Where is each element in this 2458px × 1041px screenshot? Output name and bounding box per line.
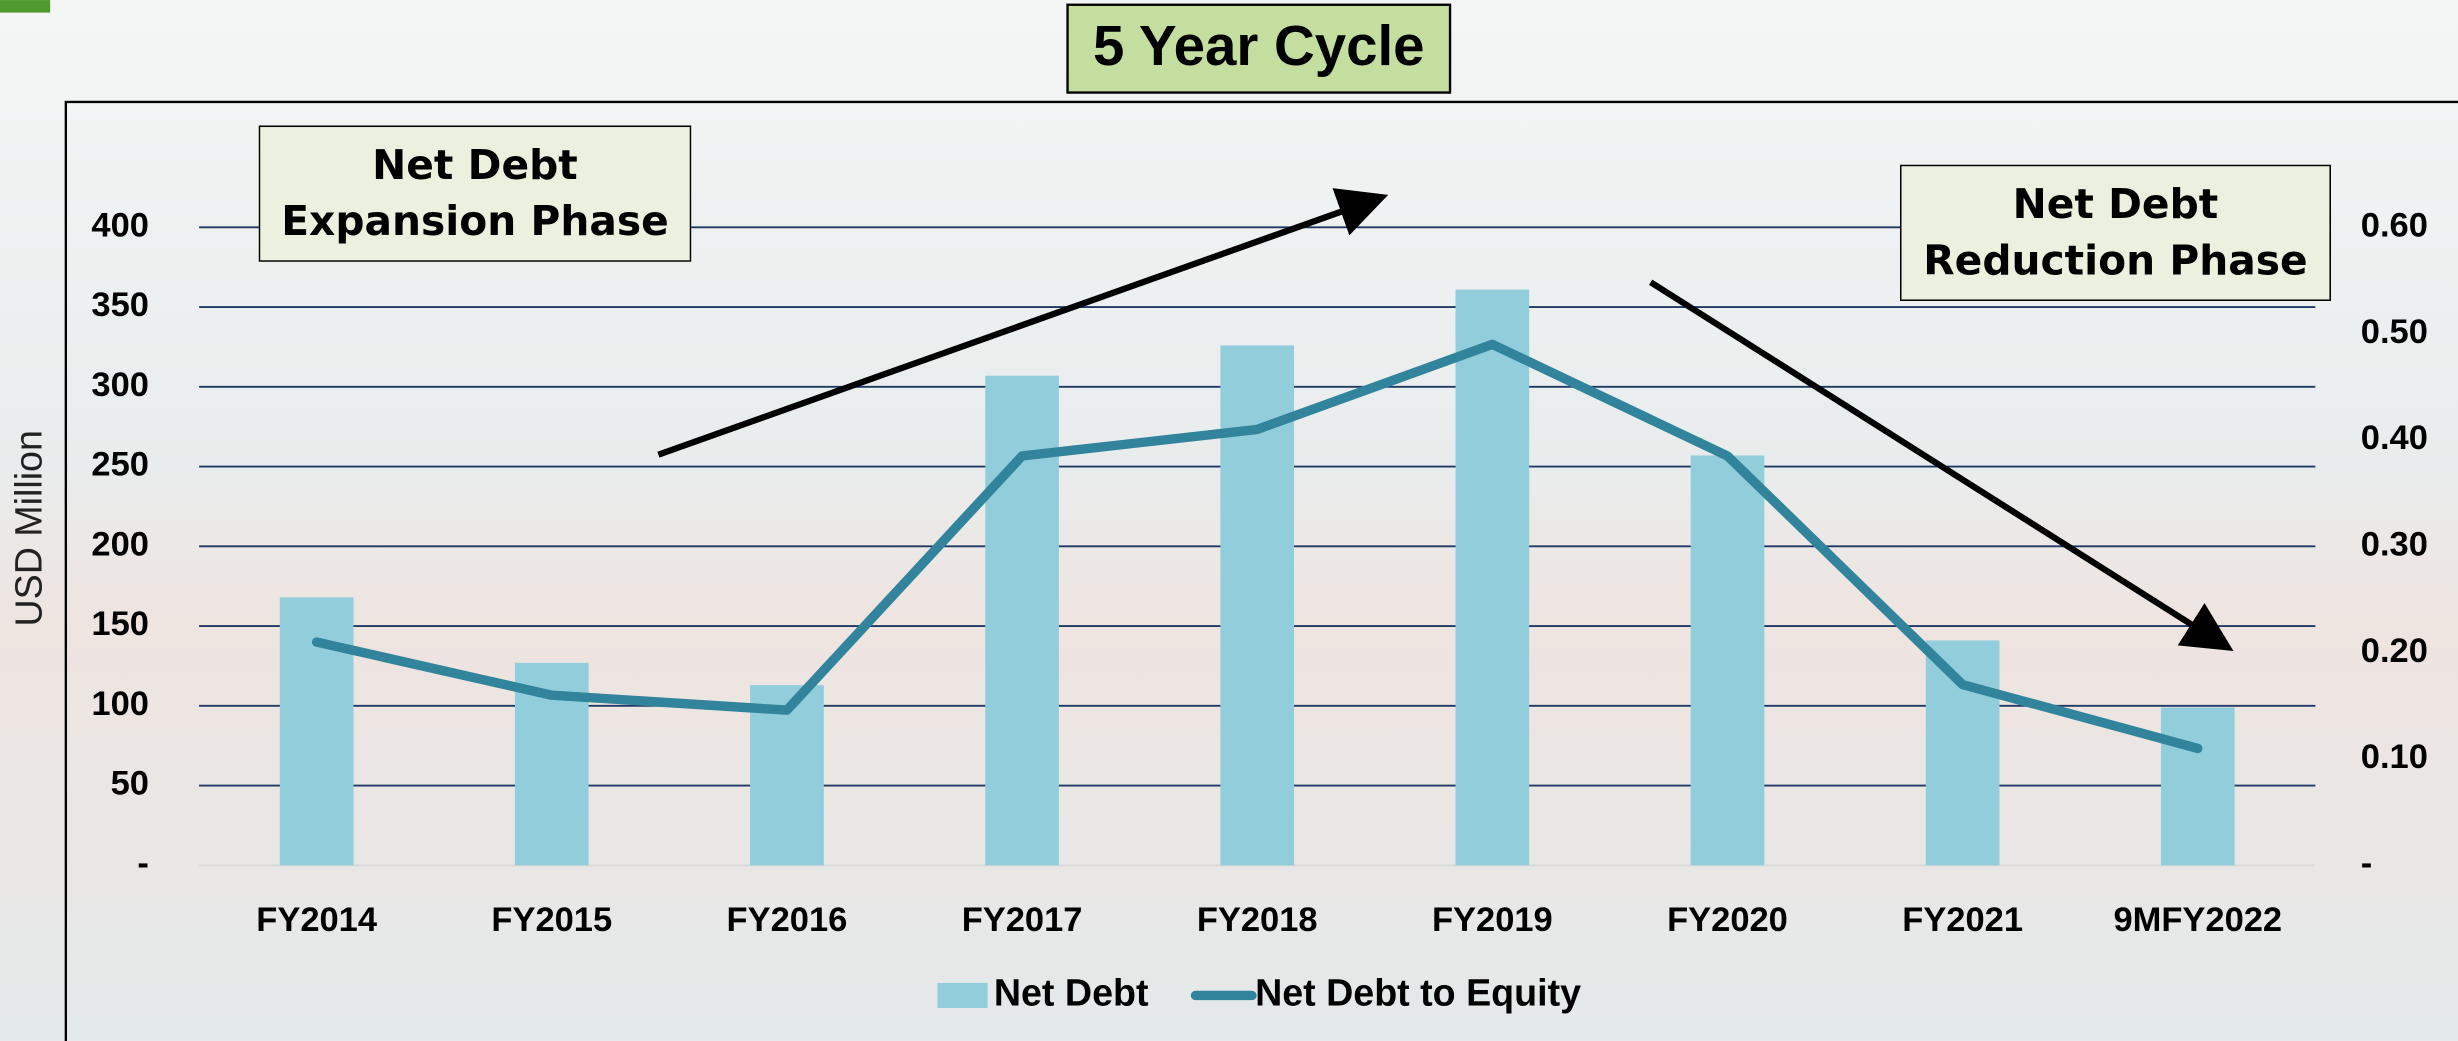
y2-tick-label: 0.50 [2361,313,2428,351]
x-tick-label: FY2015 [491,901,612,939]
x-tick-label: FY2020 [1667,901,1788,939]
y-tick-label: - [137,844,148,882]
page: 5 Year Cycle USD Million - 50 100 150 200 250… [0,0,2458,1041]
annotation: Net Debt Expansion Phase [259,125,692,261]
chart-title: 5 Year Cycle [1093,14,1425,77]
bar [2161,707,2235,865]
y2-tick-label: 0.10 [2361,738,2428,776]
y-tick-label: 250 [91,446,149,484]
chart: 5 Year Cycle USD Million - 50 100 150 200 250… [0,0,2458,1041]
legend-label: Net Debt [994,971,1149,1013]
x-tick-label: FY2016 [727,901,848,939]
y2-tick-label: 0.20 [2361,632,2428,670]
x-tick-label: FY2019 [1432,901,1553,939]
x-tick-label: FY2014 [256,901,377,939]
y-tick-label: 350 [91,286,149,324]
y2-tick-label: 0.60 [2361,206,2428,244]
x-tick-label: FY2017 [962,901,1083,939]
y-axis-title: USD Million [7,430,49,626]
legend: Net Debt Net Debt to Equity [937,971,1581,1013]
annotation-box: Net Debt Expansion Phase [259,125,692,261]
legend-swatch [937,983,987,1008]
corner-marker [0,0,50,13]
y-tick-label: 150 [91,605,149,643]
bar [1926,640,2000,865]
annotation: Net Debt Reduction Phase [1900,165,2331,301]
y-tick-label: 200 [91,525,149,563]
bar [1691,455,1765,865]
y-tick-label: 50 [111,765,149,803]
y-tick-label: 100 [91,685,149,723]
annotation-box: Net Debt Reduction Phase [1900,165,2331,301]
y-tick-label: 300 [91,366,149,404]
y2-tick-label: 0.30 [2361,525,2428,563]
x-tick-label: 9MFY2022 [2113,901,2282,939]
legend-label: Net Debt to Equity [1255,971,1581,1013]
y-tick-label: 400 [91,206,149,244]
x-tick-label: FY2018 [1197,901,1318,939]
y2-tick-label: 0.40 [2361,419,2428,457]
bar [1456,290,1530,866]
y2-tick-label: - [2361,844,2372,882]
x-tick-label: FY2021 [1902,901,2023,939]
